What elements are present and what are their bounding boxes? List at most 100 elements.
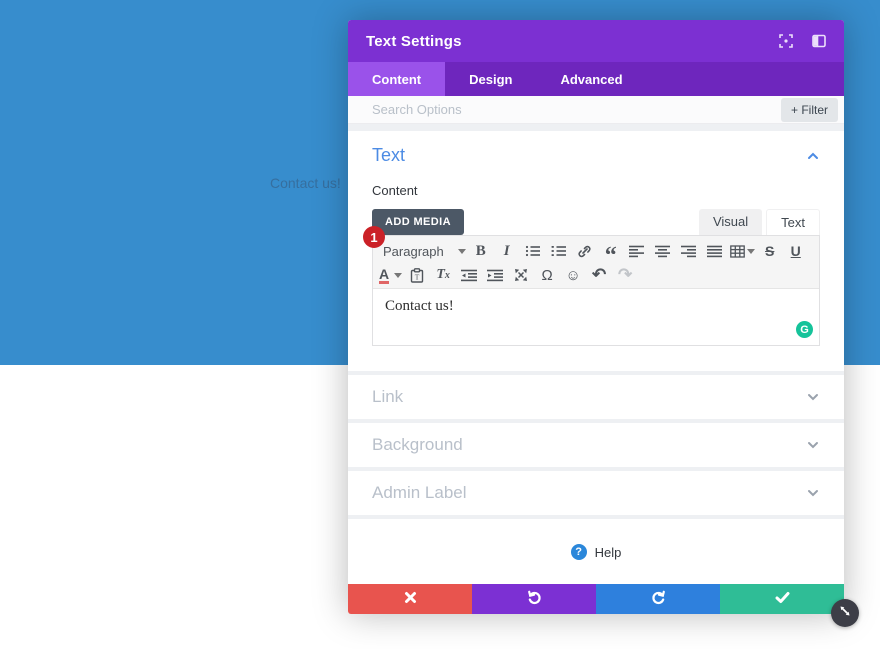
- dock-layout-icon[interactable]: [811, 34, 826, 49]
- fullscreen-icon: [514, 268, 528, 282]
- step-badge: 1: [363, 226, 385, 248]
- search-options-row: + Filter: [348, 96, 844, 124]
- chevron-down-icon: [394, 272, 403, 278]
- outdent-icon: [461, 269, 478, 282]
- filter-button[interactable]: + Filter: [780, 97, 838, 122]
- resize-arrow-icon: [838, 604, 852, 623]
- align-center-icon: [655, 245, 671, 258]
- strikethrough-icon: S: [765, 243, 775, 259]
- section-background-title: Background: [372, 435, 463, 454]
- link-icon: [577, 244, 592, 259]
- chevron-down-icon: [746, 248, 755, 254]
- chevron-down-icon: [806, 390, 820, 404]
- omega-icon: Ω: [541, 266, 553, 284]
- bullet-list-button[interactable]: [520, 240, 546, 262]
- add-media-button[interactable]: ADD MEDIA: [372, 209, 464, 235]
- tab-visual[interactable]: Visual: [698, 209, 763, 235]
- redo-changes-button[interactable]: [596, 584, 720, 614]
- tab-advanced[interactable]: Advanced: [560, 71, 623, 87]
- modal-title: Text Settings: [366, 32, 462, 50]
- text-section-title: Text: [372, 145, 406, 165]
- paste-as-text-button[interactable]: T: [404, 264, 430, 286]
- paste-as-text-icon: T: [410, 267, 424, 283]
- align-right-button[interactable]: [676, 240, 702, 262]
- italic-button[interactable]: I: [494, 240, 520, 262]
- bold-button[interactable]: B: [468, 240, 494, 262]
- outdent-button[interactable]: [456, 264, 482, 286]
- undo-button[interactable]: ↶: [586, 264, 612, 286]
- editor-mode-tabs: Visual Text: [698, 209, 820, 235]
- align-left-icon: [629, 245, 645, 258]
- numbered-list-icon: [551, 244, 567, 258]
- indent-button[interactable]: [482, 264, 508, 286]
- table-dropdown-button[interactable]: [728, 240, 757, 262]
- redo-button[interactable]: ↷: [612, 264, 638, 286]
- help-label: Help: [594, 544, 622, 560]
- check-icon: [775, 591, 790, 607]
- smiley-icon: ☺: [565, 266, 581, 284]
- close-icon: [404, 591, 417, 607]
- chevron-up-icon[interactable]: [806, 149, 820, 163]
- special-character-button[interactable]: Ω: [534, 264, 560, 286]
- italic-icon: I: [503, 242, 510, 259]
- editor-toolbar: Paragraph B I: [373, 236, 819, 289]
- blockquote-button[interactable]: “: [598, 240, 624, 269]
- text-color-icon: A: [379, 265, 390, 284]
- modal-header-icons: [778, 34, 826, 49]
- help-section: ? Help: [348, 519, 844, 584]
- modal-header: Text Settings: [348, 20, 844, 62]
- tab-content[interactable]: Content: [348, 62, 446, 96]
- focus-preview-icon[interactable]: [778, 34, 793, 49]
- bold-icon: B: [475, 242, 486, 259]
- save-button[interactable]: [720, 584, 844, 614]
- paragraph-dropdown[interactable]: Paragraph: [377, 240, 468, 262]
- modal-body: Text Content ADD MEDIA Visual Text 1: [348, 124, 844, 584]
- paragraph-dropdown-label: Paragraph: [383, 243, 444, 259]
- table-icon: [729, 244, 745, 258]
- modal-footer: [348, 584, 844, 614]
- toolbar-row-2: A T Tx: [377, 263, 815, 287]
- discard-button[interactable]: [348, 584, 472, 614]
- align-justify-button[interactable]: [702, 240, 728, 262]
- fullscreen-button[interactable]: [508, 264, 534, 286]
- tab-design[interactable]: Design: [469, 71, 513, 87]
- redo-icon: ↷: [618, 265, 633, 284]
- undo-changes-button[interactable]: [472, 584, 596, 614]
- text-color-dropdown[interactable]: A: [377, 264, 404, 286]
- chevron-down-icon: [806, 438, 820, 452]
- svg-text:T: T: [415, 272, 420, 281]
- editor-text[interactable]: Contact us!: [385, 298, 454, 314]
- numbered-list-button[interactable]: [546, 240, 572, 262]
- indent-icon: [487, 269, 504, 282]
- search-options-input[interactable]: [372, 102, 781, 117]
- grammarly-icon[interactable]: G: [796, 321, 813, 338]
- clear-formatting-button[interactable]: Tx: [430, 264, 456, 286]
- resize-handle[interactable]: [831, 599, 859, 627]
- editor-content-area[interactable]: Contact us! G: [373, 289, 819, 345]
- blockquote-icon: “: [604, 243, 617, 269]
- help-link[interactable]: ? Help: [570, 543, 622, 561]
- align-center-button[interactable]: [650, 240, 676, 262]
- tab-text[interactable]: Text: [766, 209, 820, 235]
- section-admin-label-title: Admin Label: [372, 483, 467, 502]
- section-admin-label[interactable]: Admin Label: [348, 471, 844, 515]
- align-left-button[interactable]: [624, 240, 650, 262]
- clear-formatting-icon: Tx: [436, 267, 450, 282]
- text-section-header[interactable]: Text: [372, 145, 820, 166]
- section-background[interactable]: Background: [348, 423, 844, 467]
- hero-text: Contact us!: [270, 175, 341, 191]
- text-settings-modal: Text Settings Content Design Advanced: [348, 20, 844, 614]
- underline-button[interactable]: U: [783, 240, 809, 262]
- strikethrough-button[interactable]: S: [757, 240, 783, 262]
- undo-icon: ↶: [592, 265, 607, 284]
- rich-text-editor: 1 Paragraph B I: [363, 226, 820, 346]
- toolbar-row-1: Paragraph B I: [377, 239, 815, 269]
- link-button[interactable]: [572, 240, 598, 262]
- chevron-down-icon: [806, 486, 820, 500]
- section-link[interactable]: Link: [348, 375, 844, 419]
- content-field-label: Content: [372, 183, 418, 198]
- align-right-icon: [681, 245, 697, 258]
- emoticon-button[interactable]: ☺: [560, 264, 586, 286]
- text-section: Text Content ADD MEDIA Visual Text 1: [348, 131, 844, 371]
